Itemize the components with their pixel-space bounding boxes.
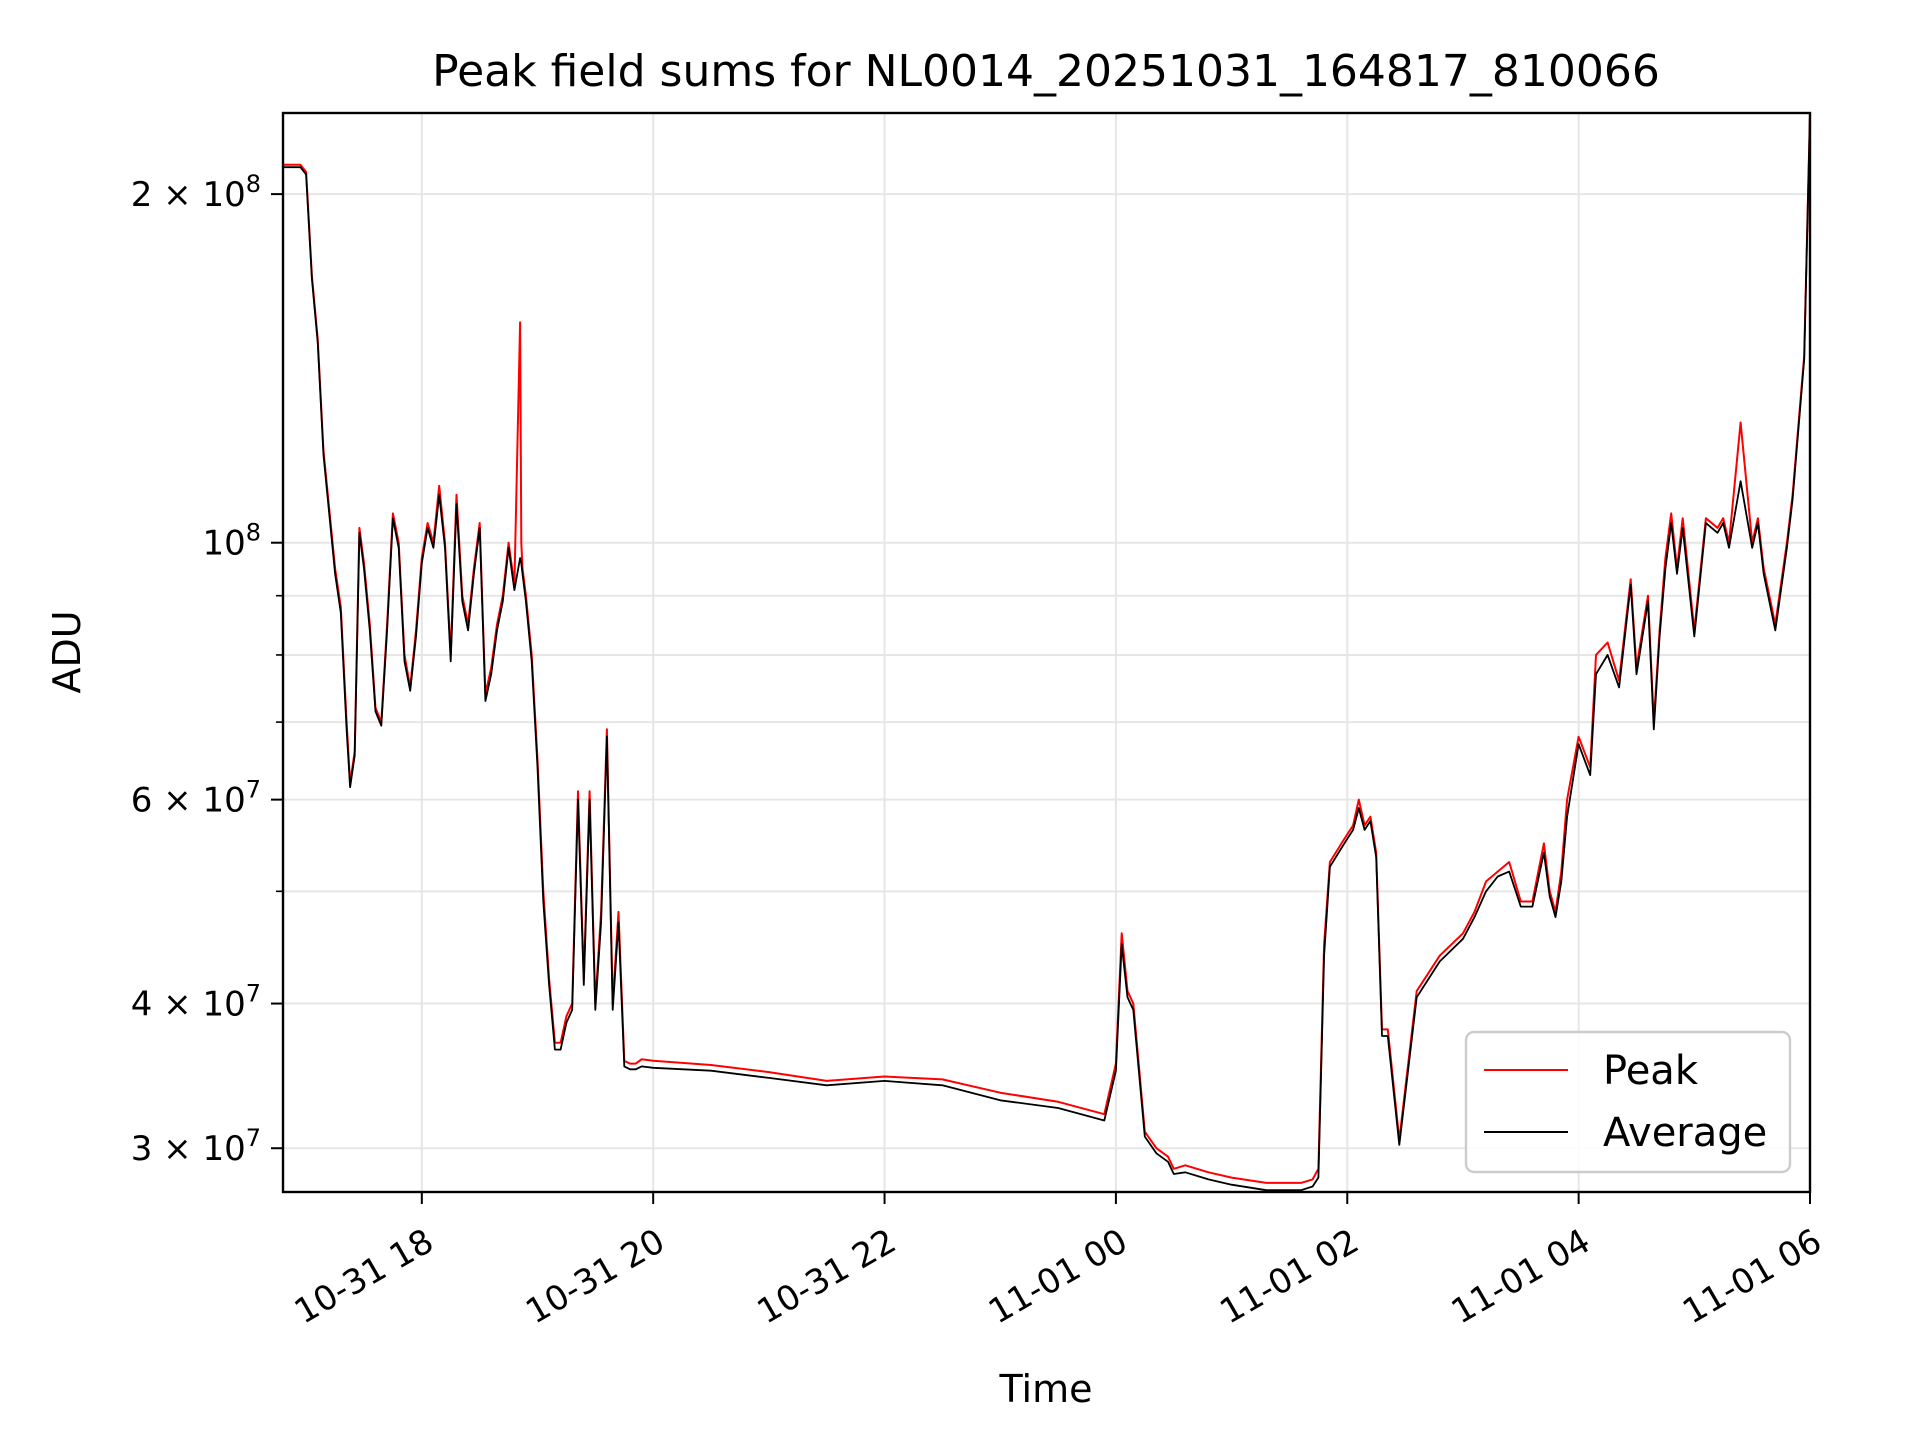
chart-title: Peak field sums for NL0014_20251031_1648… [432,46,1660,97]
legend-box [1464,1030,1792,1174]
y-tick-label: 6 × 107 [131,776,261,821]
plot-frame [281,111,1812,1194]
y-tick-label: 3 × 107 [131,1124,261,1169]
grid [283,113,1811,1192]
y-axis-label: ADU [45,610,89,693]
x-axis-label: Time [999,1367,1093,1411]
series-layer [283,113,1810,1192]
series-line-average [283,113,1810,1192]
y-tick-label: 4 × 107 [131,980,261,1025]
legend-label-peak: Peak [1603,1048,1699,1094]
legend: Peak Average [1464,1030,1792,1174]
y-tick-label: 2 × 108 [131,170,261,215]
series-line-peak [283,113,1810,1184]
y-tick-label: 108 [202,519,261,564]
y-axis-ticks: 3 × 107 4 × 107 6 × 107 108 2 × 108 [131,170,283,1169]
legend-label-average: Average [1603,1110,1767,1156]
